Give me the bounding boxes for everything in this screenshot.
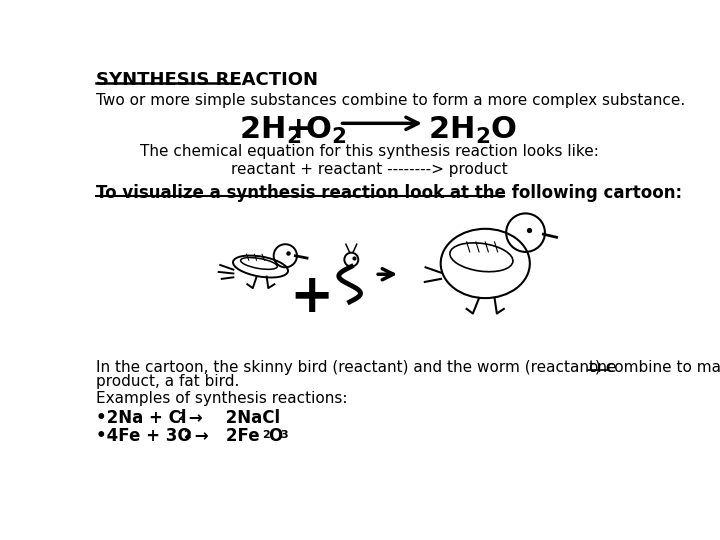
- Text: The chemical equation for this synthesis reaction looks like:: The chemical equation for this synthesis…: [140, 144, 598, 159]
- Text: To visualize a synthesis reaction look at the following cartoon:: To visualize a synthesis reaction look a…: [96, 184, 683, 202]
- Text: $\mathbf{+}$: $\mathbf{+}$: [285, 115, 310, 144]
- Text: product, a fat bird.: product, a fat bird.: [96, 374, 240, 389]
- Text: +: +: [289, 271, 334, 323]
- Text: →    2NaCl: → 2NaCl: [183, 409, 280, 427]
- Text: 3: 3: [280, 430, 287, 440]
- Text: one: one: [588, 361, 617, 375]
- Text: $\mathbf{2H_2}$: $\mathbf{2H_2}$: [239, 115, 301, 146]
- Text: •2Na + Cl: •2Na + Cl: [96, 409, 186, 427]
- Text: 2: 2: [262, 430, 270, 440]
- Text: $\mathbf{O_2}$: $\mathbf{O_2}$: [305, 115, 347, 146]
- Text: →   2Fe: → 2Fe: [189, 427, 260, 445]
- Text: Two or more simple substances combine to form a more complex substance.: Two or more simple substances combine to…: [96, 92, 685, 107]
- Text: In the cartoon, the skinny bird (reactant) and the worm (reactant) combine to ma: In the cartoon, the skinny bird (reactan…: [96, 361, 720, 375]
- Text: 2: 2: [183, 430, 191, 440]
- Text: 2: 2: [177, 412, 184, 422]
- Text: reactant + reactant --------> product: reactant + reactant --------> product: [230, 162, 508, 177]
- Text: •4Fe + 3O: •4Fe + 3O: [96, 427, 192, 445]
- Text: SYNTHESIS REACTION: SYNTHESIS REACTION: [96, 71, 318, 89]
- Text: O: O: [269, 427, 282, 445]
- Text: $\mathbf{2H_2O}$: $\mathbf{2H_2O}$: [428, 115, 517, 146]
- Text: Examples of synthesis reactions:: Examples of synthesis reactions:: [96, 390, 348, 406]
